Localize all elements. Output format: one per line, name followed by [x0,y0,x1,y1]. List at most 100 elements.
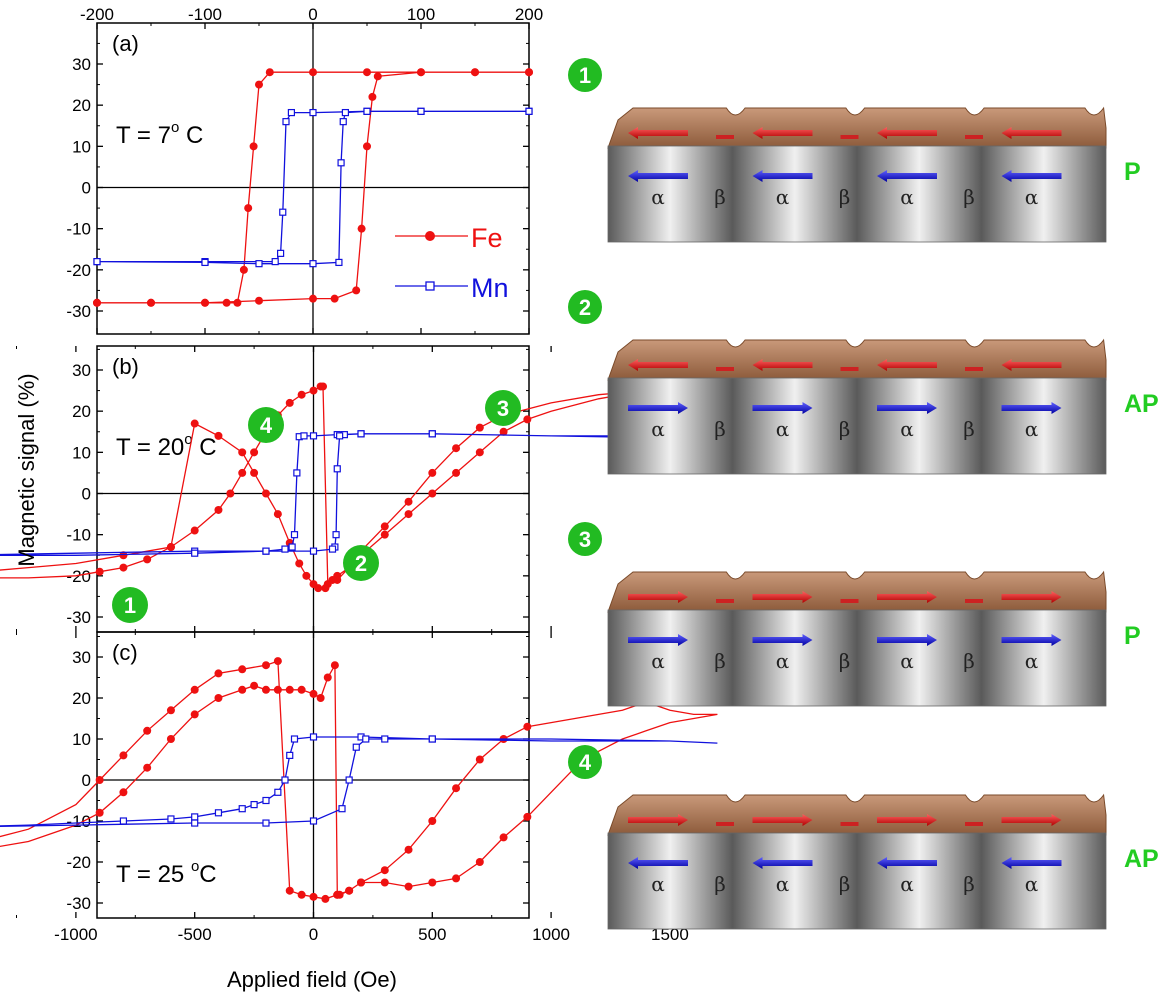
temperature-label: T = 25 oC [116,858,217,888]
series-fe-point [285,398,294,407]
series-mn-point [191,813,199,821]
series-mn-point [333,465,341,473]
x-top-tick-label: 200 [515,5,543,24]
series-fe-point [166,735,175,743]
state-label: AP [1124,845,1159,873]
series-fe-point [368,92,377,101]
series-mn-point [309,733,318,741]
alpha-column [608,833,733,929]
alpha-label: α [776,649,790,673]
alpha-column [857,146,982,242]
y-tick-label: 0 [82,179,91,198]
series-fe-point [238,665,247,674]
svg-text:1: 1 [579,63,591,88]
series-fe-point [380,530,389,539]
moment-arrow [877,127,937,139]
series-fe-point [119,788,128,797]
moment-arrow [752,814,813,826]
y-tick-label: 30 [72,55,91,74]
series-mn-point [191,819,199,827]
beta-label: β [963,649,975,673]
series-fe-point [261,489,270,498]
alpha-label: α [776,185,790,209]
moment-arrow [752,857,813,869]
series-fe-point [475,448,484,457]
schematic-badge-3: 3 [568,522,602,556]
series-fe-point [166,706,175,715]
moment-arrow [877,591,937,603]
x-bottom-tick-label: -500 [178,925,212,944]
series-fe-point [523,722,532,731]
y-tick-label: 30 [72,648,91,667]
y-tick-label: 10 [72,137,91,156]
x-top-tick-label: 100 [407,5,435,24]
series-fe-point [330,661,339,670]
moment-arrow [628,857,688,869]
y-axis-label: Magnetic signal (%) [14,373,39,566]
temperature-label: T = 7o C [116,119,203,149]
series-mn-point [309,817,318,825]
svg-text:4: 4 [579,750,592,775]
x-top-tick-label: -200 [80,5,114,24]
series-mn-point [255,260,263,268]
series-fe-point [452,784,461,793]
y-tick-label: 0 [82,771,91,790]
y-tick-label: -30 [66,608,91,627]
legend-fe-marker [425,231,435,241]
legend-mn-marker [425,281,435,291]
schematic-1: 1 α β α β α β α P [568,58,1141,243]
badge-4-plot: 4 [248,407,284,443]
beta-moment-dash [965,822,983,826]
beta-moment-dash [716,135,734,139]
series-fe-point [250,681,259,690]
series-mn-point [167,815,175,823]
x-bottom-tick-label: 1500 [651,925,689,944]
series-fe-point [297,390,306,399]
series-fe-point [295,559,304,568]
alpha-label: α [1025,417,1039,441]
series-fe-point [328,575,337,584]
schematics: 1 α β α β α β α P 2 α β α β α β α AP 3 α β α β α β α P 4 α β α β α β α AP [568,58,1159,930]
schematic-4: 4 α β α β α β α AP [568,745,1159,930]
beta-moment-dash [965,135,983,139]
beta-moment-dash [716,367,734,371]
badge-1-plot: 1 [112,587,148,623]
series-mn-point [290,531,299,539]
moment-arrow [877,170,937,182]
film-layer [607,338,1107,381]
series-fe-point [273,685,282,694]
series-fe-point [95,567,104,576]
legend-fe-label: Fe [471,223,503,253]
series-fe-point [475,858,484,866]
series-fe-point [143,763,152,772]
series-fe-point [309,386,318,395]
beta-moment-dash [965,599,983,603]
svg-text:4: 4 [260,413,273,438]
series-fe-point [273,510,282,519]
series-mn-point [191,549,199,557]
moment-arrow [877,402,937,414]
moment-arrow [877,814,937,826]
series-fe-point [214,431,223,440]
svg-text:2: 2 [355,551,367,576]
series-fe-point [316,694,325,702]
series-fe-point [214,505,223,514]
series-fe-point [428,878,437,887]
series-mn-point [428,430,436,438]
panel-label: (b) [112,354,139,379]
moment-arrow [628,359,688,371]
series-mn-point [417,107,425,115]
schematic-badge-2: 2 [568,290,602,324]
series-fe-point [166,543,175,552]
series-fe-point [261,685,270,694]
series-mn-point [288,543,296,551]
y-tick-label: 20 [72,402,91,421]
series-mn-point [293,469,301,477]
x-top-tick-label: 0 [308,5,317,24]
alpha-column [608,146,733,242]
series-mn-point [352,743,360,751]
series-mn-point [328,545,337,553]
series-mn-point [262,547,270,555]
series-mn-point [262,819,270,827]
